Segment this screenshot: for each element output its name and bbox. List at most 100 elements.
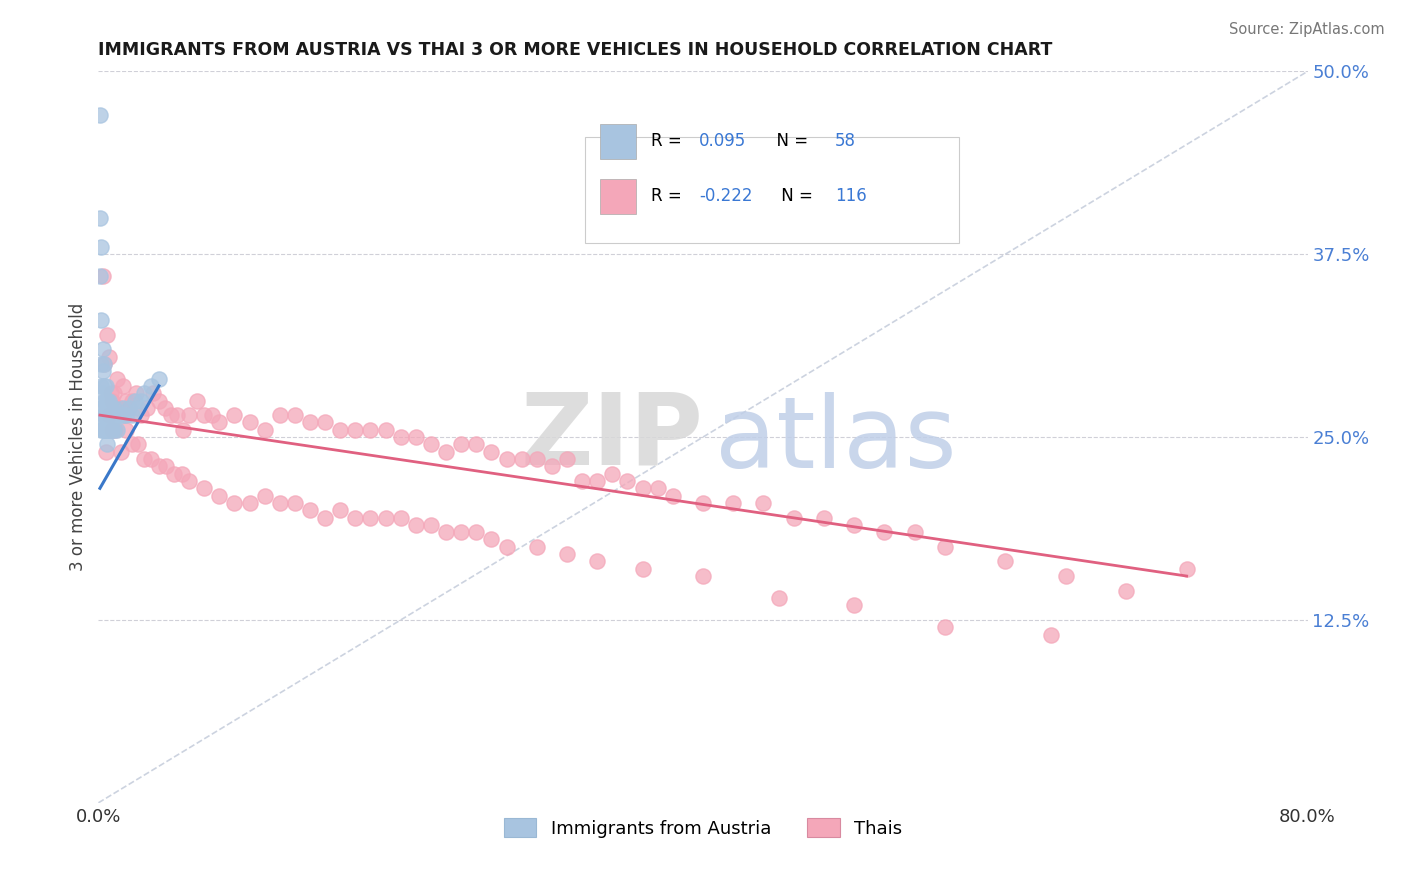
Point — [172, 423, 194, 437]
Point — [344, 423, 367, 437]
Text: IMMIGRANTS FROM AUSTRIA VS THAI 3 OR MORE VEHICLES IN HOUSEHOLD CORRELATION CHAR: IMMIGRANTS FROM AUSTRIA VS THAI 3 OR MOR… — [98, 41, 1053, 59]
Point — [111, 379, 134, 393]
Point — [94, 408, 117, 422]
Point — [692, 496, 714, 510]
Point — [96, 401, 118, 415]
Point — [299, 416, 322, 430]
Point — [90, 401, 112, 415]
Point — [98, 408, 121, 422]
Point — [124, 393, 146, 408]
Point — [434, 525, 457, 540]
Point — [555, 547, 578, 561]
Point — [107, 401, 129, 415]
Point — [110, 408, 132, 422]
Text: 0.095: 0.095 — [699, 132, 747, 150]
Point — [344, 510, 367, 524]
Point — [112, 408, 135, 422]
Point — [495, 452, 517, 467]
Point — [89, 269, 111, 284]
Point — [127, 437, 149, 451]
Point — [631, 562, 654, 576]
Point — [101, 423, 124, 437]
Point — [94, 393, 117, 408]
Point — [434, 444, 457, 458]
Text: 58: 58 — [835, 132, 856, 150]
Point — [1054, 569, 1077, 583]
Point — [90, 240, 112, 254]
Point — [239, 496, 262, 510]
Point — [100, 408, 122, 422]
Point — [510, 452, 533, 467]
Text: N =: N = — [766, 132, 813, 150]
Point — [239, 416, 262, 430]
Point — [269, 496, 291, 510]
Point — [661, 489, 683, 503]
Point — [96, 393, 118, 408]
Point — [179, 408, 201, 422]
Point — [114, 423, 136, 437]
Point — [723, 496, 745, 510]
Point — [201, 408, 224, 422]
Point — [89, 211, 111, 225]
Point — [179, 474, 201, 488]
Point — [934, 620, 956, 634]
Point — [111, 401, 134, 415]
Point — [90, 423, 112, 437]
Text: atlas: atlas — [716, 392, 956, 489]
Point — [96, 327, 118, 342]
Point — [526, 540, 548, 554]
Point — [141, 452, 163, 467]
Point — [94, 379, 117, 393]
Y-axis label: 3 or more Vehicles in Household: 3 or more Vehicles in Household — [69, 303, 87, 571]
Point — [148, 371, 170, 385]
Point — [193, 481, 215, 495]
Point — [90, 416, 112, 430]
Point — [186, 393, 208, 408]
Point — [93, 357, 115, 371]
Point — [163, 467, 186, 481]
Point — [101, 393, 124, 408]
Point — [752, 496, 775, 510]
Point — [904, 525, 927, 540]
Point — [405, 430, 427, 444]
Point — [389, 510, 412, 524]
Point — [299, 503, 322, 517]
Point — [450, 525, 472, 540]
Point — [374, 510, 396, 524]
Point — [616, 474, 638, 488]
Point — [121, 393, 143, 408]
Point — [692, 569, 714, 583]
Point — [101, 423, 124, 437]
Point — [465, 437, 488, 451]
Point — [98, 350, 121, 364]
Point — [934, 540, 956, 554]
Point — [127, 401, 149, 415]
Point — [108, 401, 131, 415]
Point — [100, 386, 122, 401]
Point — [1039, 627, 1062, 641]
Point — [98, 423, 121, 437]
Point — [602, 467, 624, 481]
Point — [100, 423, 122, 437]
Point — [91, 386, 114, 401]
Point — [132, 386, 155, 401]
Point — [93, 408, 115, 422]
Point — [89, 108, 111, 122]
Text: 116: 116 — [835, 186, 866, 204]
FancyBboxPatch shape — [600, 179, 637, 214]
Point — [844, 599, 866, 613]
Point — [129, 393, 152, 408]
Point — [389, 430, 412, 444]
Point — [360, 423, 382, 437]
Point — [768, 591, 790, 605]
Point — [405, 517, 427, 532]
Point — [125, 386, 148, 401]
Point — [148, 459, 170, 474]
Point — [108, 408, 131, 422]
Point — [160, 408, 183, 422]
Point — [994, 554, 1017, 568]
Point — [114, 393, 136, 408]
Point — [94, 423, 117, 437]
Point — [101, 408, 124, 422]
Point — [91, 269, 114, 284]
